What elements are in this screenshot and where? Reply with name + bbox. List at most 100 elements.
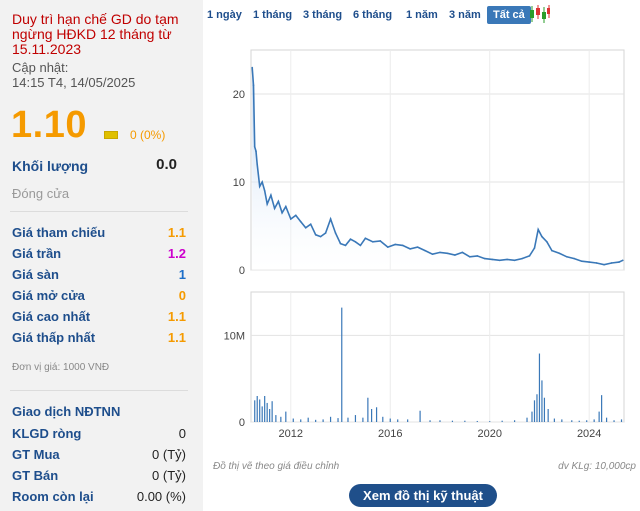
price-tick-label: 10	[233, 177, 245, 189]
price-point	[299, 220, 302, 223]
price-volume-chart: 0 10 20 0 10M 2012 2016 2020 2024	[224, 49, 625, 440]
price-point	[401, 244, 404, 247]
price-point	[506, 258, 508, 261]
foreign-title: Giao dịch NĐTNN	[12, 404, 121, 419]
volume-bar	[533, 400, 536, 422]
price-point	[294, 214, 297, 217]
tab-1-year[interactable]: 1 năm	[406, 9, 438, 21]
volume-bar	[292, 418, 294, 422]
volume-bar	[256, 396, 258, 422]
price-point	[344, 244, 347, 247]
price-unit-note: Đơn vị giá: 1000 VNĐ	[12, 362, 110, 373]
buy-value-label: GT Mua	[12, 447, 60, 462]
tab-3-years[interactable]: 3 năm	[449, 9, 481, 21]
x-tick-label: 2012	[279, 428, 303, 440]
volume-bar	[543, 397, 546, 422]
volume-bar	[275, 415, 277, 422]
tab-6-months[interactable]: 6 tháng	[353, 9, 393, 21]
price-point	[319, 235, 322, 238]
volume-bar	[266, 402, 268, 422]
volume-bar	[341, 307, 343, 422]
price-point	[372, 241, 374, 243]
divider	[10, 211, 188, 212]
ceiling-price-value: 1.2	[167, 246, 186, 261]
tab-1-month[interactable]: 1 tháng	[253, 9, 293, 21]
volume-bar	[307, 417, 309, 422]
volume-frame	[250, 291, 625, 423]
price-point	[424, 249, 426, 252]
no-change-icon	[104, 131, 118, 139]
volume-bar	[300, 419, 302, 422]
volume-bar	[329, 416, 332, 422]
volume-bar	[476, 420, 478, 422]
volume-label: Khối lượng	[12, 158, 89, 174]
price-point	[469, 256, 471, 258]
volume-bar	[389, 418, 391, 422]
price-point	[258, 185, 261, 188]
technical-chart-button[interactable]: Xem đồ thị kỹ thuật	[349, 484, 497, 507]
tab-all[interactable]: Tất cả	[487, 6, 531, 24]
ref-price-label: Giá tham chiếu	[12, 225, 106, 240]
volume-bar	[613, 420, 615, 422]
adjusted-price-note: Đồ thị vẽ theo giá điều chỉnh	[213, 461, 340, 472]
price-point	[349, 238, 352, 240]
volume-bar	[407, 419, 409, 422]
price-point	[256, 163, 259, 166]
volume-bar	[547, 409, 549, 422]
volume-bar	[322, 419, 324, 422]
volume-bar	[382, 416, 384, 422]
floor-price-label: Giá sàn	[12, 267, 59, 282]
price-point	[454, 254, 456, 256]
price-point	[309, 223, 312, 226]
price-point	[541, 235, 543, 238]
volume-bar	[269, 409, 271, 422]
price-point	[324, 232, 327, 234]
price-point	[588, 261, 590, 263]
low-price-value: 1.1	[167, 330, 186, 345]
volume-y-axis: 0 10M	[224, 330, 245, 429]
volume-bar	[315, 419, 317, 422]
volume-bar	[620, 419, 623, 422]
open-price-value: 0	[178, 288, 186, 303]
price-point	[251, 66, 254, 69]
volume-grid	[250, 291, 625, 423]
price-point	[263, 190, 266, 192]
volume-bar	[419, 410, 421, 422]
volume-bar	[531, 411, 533, 422]
price-point	[537, 228, 540, 231]
volume-bar	[375, 407, 378, 422]
price-point	[252, 84, 255, 86]
tab-1-day[interactable]: 1 ngày	[207, 9, 242, 21]
volume-bar	[561, 419, 563, 422]
volume-bar	[271, 401, 273, 422]
divider	[10, 390, 188, 391]
volume-value: 0.0	[156, 156, 177, 173]
price-point	[354, 241, 357, 243]
price-point	[439, 251, 441, 254]
volume-bar	[598, 411, 600, 422]
price-point	[379, 240, 382, 242]
price-point	[285, 205, 287, 208]
volume-bar	[553, 418, 555, 422]
price-point	[334, 232, 337, 234]
volume-bar	[371, 409, 373, 422]
price-point	[558, 252, 561, 255]
price-point	[409, 248, 411, 250]
trading-status: Duy trì hạn chế GD do tạm ngừng HĐKD 12 …	[12, 11, 179, 57]
price-area	[252, 67, 623, 270]
candlestick-icon[interactable]	[529, 4, 551, 24]
price-point	[595, 262, 598, 264]
volume-bar	[501, 420, 503, 422]
volume-bar	[367, 397, 369, 422]
tab-3-months[interactable]: 3 tháng	[303, 9, 343, 21]
price-point	[533, 247, 536, 249]
ref-price-value: 1.1	[167, 225, 186, 240]
volume-bar	[439, 420, 441, 422]
price-point	[386, 246, 389, 248]
price-point	[339, 242, 342, 245]
price-point	[253, 146, 256, 148]
low-price-label: Giá thấp nhất	[12, 330, 96, 345]
price-y-axis: 0 10 20	[233, 89, 245, 277]
volume-bar	[593, 419, 595, 422]
price-point	[273, 207, 276, 210]
